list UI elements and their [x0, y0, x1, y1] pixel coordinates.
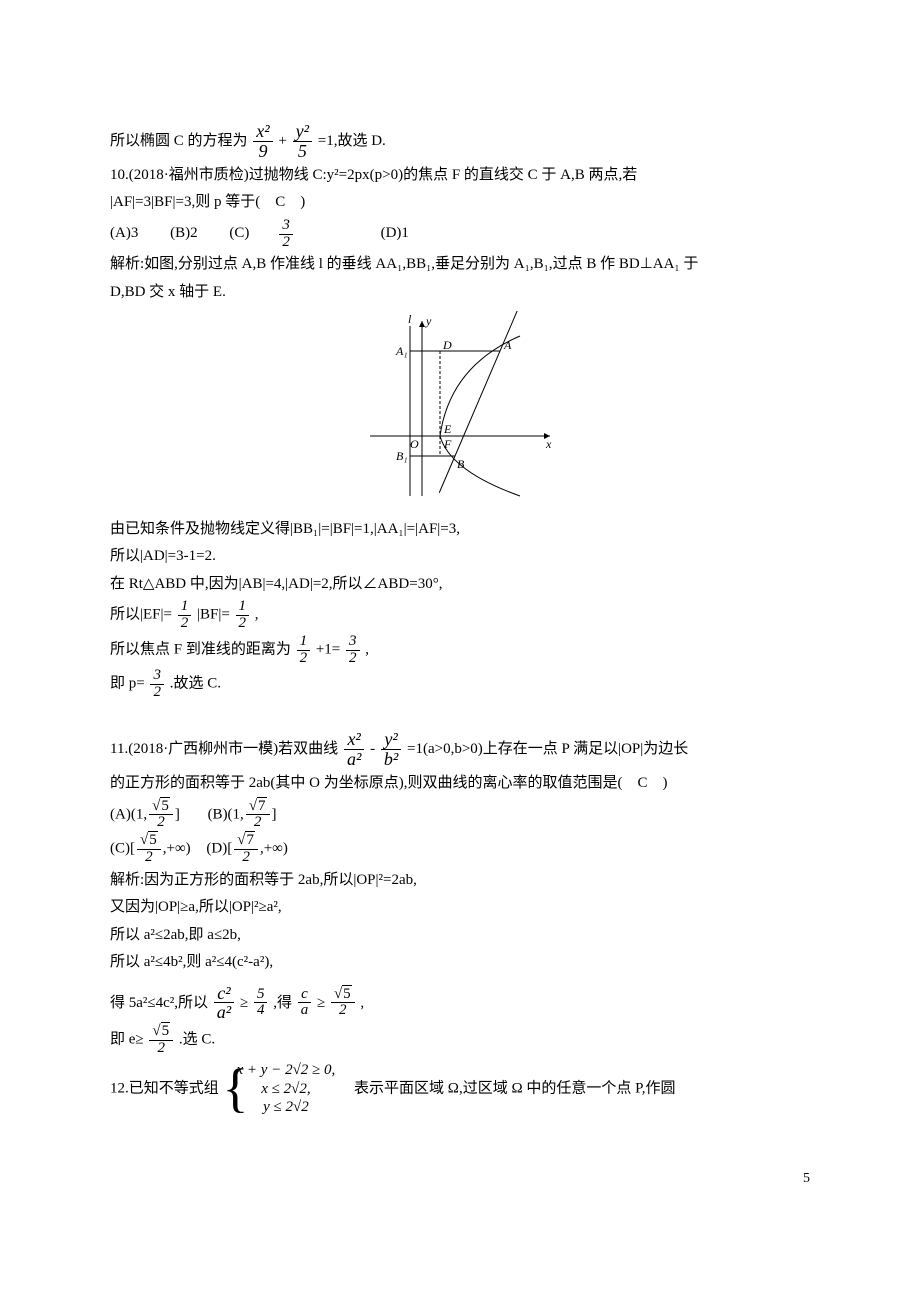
q11-sol-2: 又因为|OP|≥a,所以|OP|²≥a²,: [110, 895, 810, 921]
q10-sol-7: 所以焦点 F 到准线的距离为 12 +1= 32 ,: [110, 634, 810, 667]
q10-sol-5: 在 Rt△ABD 中,因为|AB|=4,|AD|=2,所以∠ABD=30°,: [110, 572, 810, 598]
q10-sol-3: 由已知条件及抛物线定义得|BB₁|=|BF|=1,|AA₁|=|AF|=3,: [110, 517, 810, 543]
q11-choices-row2: (C)[52,+∞) (D)[72,+∞): [110, 833, 810, 866]
q10-stem-1: 10.(2018·福州市质检)过抛物线 C:y²=2px(p>0)的焦点 F 的…: [110, 163, 810, 189]
ellipse-conclusion: 所以椭圆 C 的方程为 x² 9 + y² 5 =1,故选 D.: [110, 122, 810, 161]
q10-sol-2: D,BD 交 x 轴于 E.: [110, 280, 810, 306]
svg-text:B: B: [457, 457, 465, 471]
choice-A: (A)3: [110, 221, 138, 247]
svg-text:A₁: A₁: [395, 344, 408, 358]
svg-text:E: E: [443, 422, 452, 436]
choice-C: (C)[52,+∞): [110, 833, 191, 866]
q12-stem: 12.已知不等式组 { x + y − 2√2 ≥ 0, x ≤ 2√2, y …: [110, 1061, 810, 1117]
frac-y2-5: y² 5: [293, 122, 312, 161]
choice-D: (D)1: [381, 221, 409, 247]
text: 所以椭圆 C 的方程为: [110, 133, 248, 149]
q10-sol-6: 所以|EF|= 12 |BF|= 12 ,: [110, 599, 810, 632]
q10-figure: ly x O F A A₁ B B₁ D E: [110, 311, 810, 511]
svg-text:y: y: [425, 314, 432, 328]
svg-text:l: l: [408, 312, 412, 326]
choice-A: (A)(1,52]: [110, 799, 180, 832]
page-number: 5: [110, 1167, 810, 1191]
plus: +: [278, 133, 286, 149]
q10-stem-2: |AF|=3|BF|=3,则 p 等于( C ): [110, 190, 810, 216]
choice-B: (B)(1,72]: [208, 799, 277, 832]
q10-sol-8: 即 p= 32 .故选 C.: [110, 668, 810, 701]
frac-x2-9: x² 9: [253, 122, 272, 161]
q11-sol-5: 得 5a²≤4c²,所以 c²a² ≥ 54 ,得 ca ≥ 52 ,: [110, 984, 810, 1023]
q11-sol-3: 所以 a²≤2ab,即 a≤2b,: [110, 923, 810, 949]
q11-choices-row1: (A)(1,52] (B)(1,72]: [110, 799, 810, 832]
cases-brace: { x + y − 2√2 ≥ 0, x ≤ 2√2, y ≤ 2√2: [223, 1061, 336, 1117]
q10-sol-4: 所以|AD|=3-1=2.: [110, 544, 810, 570]
choice-C: (C)32: [229, 218, 349, 251]
q11-stem-2: 的正方形的面积等于 2ab(其中 O 为坐标原点),则双曲线的离心率的取值范围是…: [110, 771, 810, 797]
svg-text:O: O: [410, 437, 419, 451]
text: =1,故选 D.: [318, 133, 386, 149]
svg-text:D: D: [442, 338, 452, 352]
svg-text:F: F: [443, 437, 452, 451]
q11-sol-1: 解析:因为正方形的面积等于 2ab,所以|OP|²=2ab,: [110, 868, 810, 894]
svg-text:B₁: B₁: [396, 449, 408, 463]
choice-B: (B)2: [170, 221, 198, 247]
q11-sol-6: 即 e≥ 52 .选 C.: [110, 1024, 810, 1057]
q10-sol-1: 解析:如图,分别过点 A,B 作准线 l 的垂线 AA₁,BB₁,垂足分别为 A…: [110, 252, 810, 278]
choice-D: (D)[72,+∞): [206, 833, 287, 866]
svg-text:A: A: [503, 338, 512, 352]
q11-stem-1: 11.(2018·广西柳州市一模)若双曲线 x²a² - y²b² =1(a>0…: [110, 730, 810, 769]
q11-sol-4: 所以 a²≤4b²,则 a²≤4(c²-a²),: [110, 950, 810, 976]
svg-text:x: x: [545, 437, 552, 451]
q10-choices: (A)3 (B)2 (C)32 (D)1: [110, 218, 810, 251]
